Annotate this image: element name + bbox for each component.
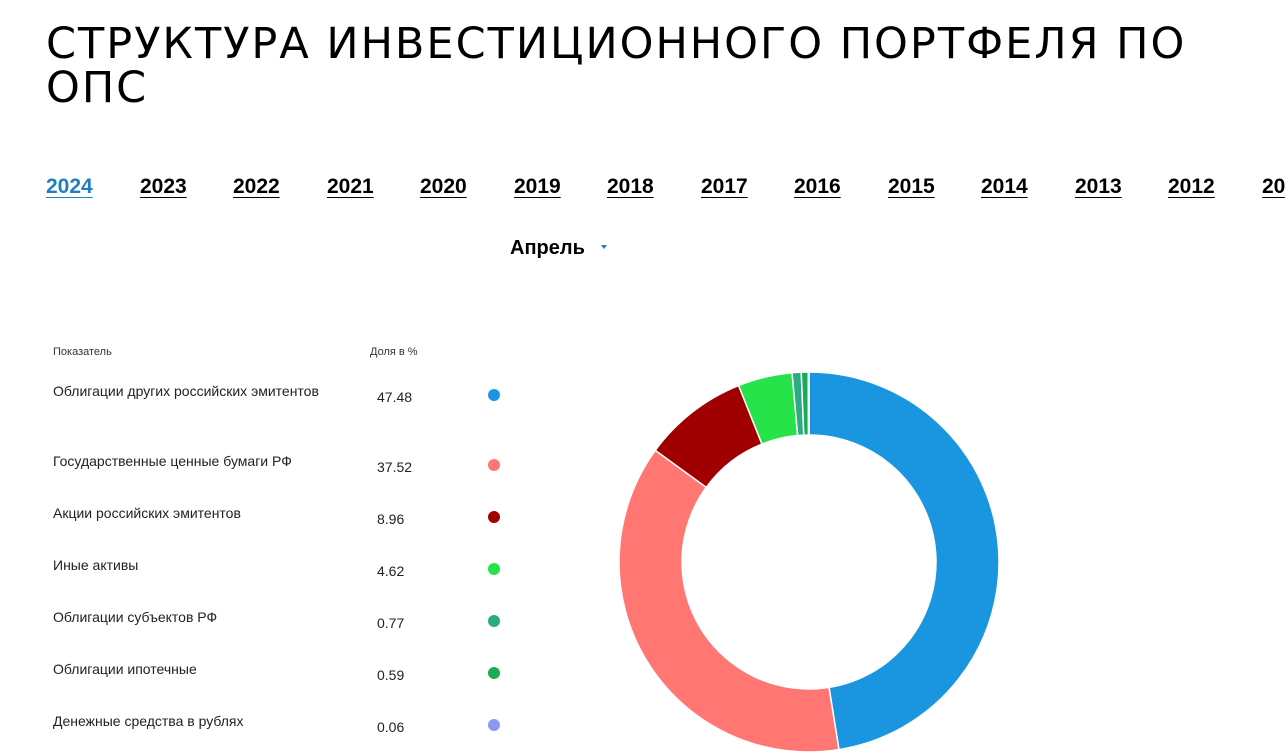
table-header-indicator: Показатель xyxy=(53,346,112,358)
year-tab-2017[interactable]: 2017 xyxy=(701,175,748,198)
year-tab-2012[interactable]: 2012 xyxy=(1168,175,1215,198)
year-tab-2024[interactable]: 2024 xyxy=(46,175,93,198)
year-tab-2014[interactable]: 2014 xyxy=(981,175,1028,198)
month-select-value: Апрель xyxy=(510,237,585,259)
legend-label: Облигации ипотечные xyxy=(53,661,197,677)
year-tab-2023[interactable]: 2023 xyxy=(140,175,187,198)
month-select[interactable]: Апрель xyxy=(510,236,607,260)
page-title: СТРУКТУРА ИНВЕСТИЦИОННОГО ПОРТФЕЛЯ ПО ОП… xyxy=(46,19,1187,113)
legend-value: 8.96 xyxy=(377,511,405,527)
legend-value: 0.59 xyxy=(377,667,405,683)
legend-label: Денежные средства в рублях xyxy=(53,713,244,729)
legend-label: Акции российских эмитентов xyxy=(53,505,241,521)
year-tab-2015[interactable]: 2015 xyxy=(888,175,935,198)
legend-color-dot[interactable] xyxy=(488,615,500,627)
legend-label: Облигации субъектов РФ xyxy=(53,609,218,625)
year-tab-2021[interactable]: 2021 xyxy=(327,175,374,198)
legend-value: 37.52 xyxy=(377,459,413,475)
year-tab-2018[interactable]: 2018 xyxy=(607,175,654,198)
legend-value: 0.06 xyxy=(377,719,405,735)
legend-color-dot[interactable] xyxy=(488,667,500,679)
legend-color-dot[interactable] xyxy=(488,459,500,471)
year-tab-2020[interactable]: 2020 xyxy=(420,175,467,198)
legend-color-dot[interactable] xyxy=(488,389,500,401)
year-tab-2016[interactable]: 2016 xyxy=(794,175,841,198)
legend-value: 0.77 xyxy=(377,615,405,631)
year-tab-2013[interactable]: 2013 xyxy=(1075,175,1122,198)
legend-color-dot[interactable] xyxy=(488,511,500,523)
legend-value: 4.62 xyxy=(377,563,405,579)
chevron-down-icon xyxy=(600,245,607,249)
year-tab-2019[interactable]: 2019 xyxy=(514,175,561,198)
legend-label: Облигации других российских эмитентов xyxy=(53,383,319,399)
donut-slice[interactable] xyxy=(807,371,810,436)
table-header-share: Доля в % xyxy=(370,346,418,358)
donut-slice[interactable] xyxy=(808,371,1000,751)
legend-label: Иные активы xyxy=(53,557,139,573)
legend-label: Государственные ценные бумаги РФ xyxy=(53,453,292,469)
donut-slice[interactable] xyxy=(618,449,840,753)
legend-color-dot[interactable] xyxy=(488,719,500,731)
legend-value: 47.48 xyxy=(377,389,413,405)
year-tab-2022[interactable]: 2022 xyxy=(233,175,280,198)
year-tab-20[interactable]: 20 xyxy=(1262,175,1285,198)
legend-color-dot[interactable] xyxy=(488,563,500,575)
